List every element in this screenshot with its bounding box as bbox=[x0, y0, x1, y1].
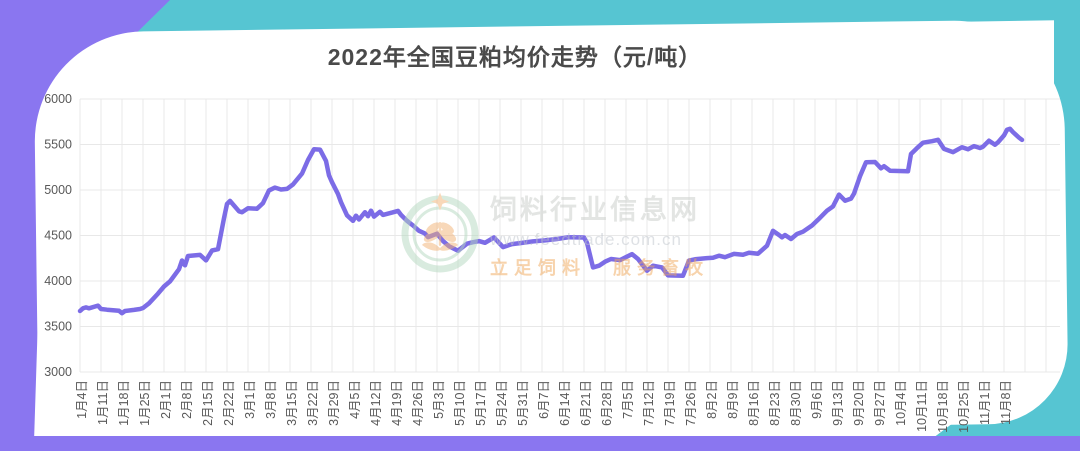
x-axis-tick-label: 8月23日 bbox=[768, 380, 782, 426]
x-axis-tick-label: 6月28日 bbox=[600, 380, 614, 426]
x-axis-tick-label: 3月22日 bbox=[306, 380, 320, 426]
x-axis-tick-label: 8月9日 bbox=[726, 380, 740, 419]
x-axis-tick-label: 4月12日 bbox=[369, 380, 383, 426]
x-axis-tick-label: 1月11日 bbox=[96, 380, 110, 425]
x-axis-tick-label: 2月1日 bbox=[159, 380, 173, 419]
x-axis-tick-label: 1月25日 bbox=[138, 380, 152, 426]
x-axis-tick-label: 8月16日 bbox=[747, 380, 761, 426]
x-axis-tick-label: 2月8日 bbox=[180, 380, 194, 419]
x-axis-tick-label: 1月4日 bbox=[75, 380, 89, 419]
y-axis-tick-label: 4500 bbox=[44, 229, 72, 243]
x-axis-tick-label: 3月8日 bbox=[264, 380, 278, 419]
x-axis-tick-label: 7月5日 bbox=[621, 380, 635, 419]
x-axis-tick-label: 9月6日 bbox=[810, 380, 824, 419]
x-axis-tick-label: 5月17日 bbox=[474, 380, 488, 426]
y-axis-tick-label: 4000 bbox=[44, 274, 72, 288]
x-axis-tick-label: 5月3日 bbox=[432, 380, 446, 419]
price-series-line bbox=[77, 126, 1025, 316]
chart-title: 2022年全国豆粕均价走势（元/吨） bbox=[327, 44, 703, 70]
x-axis-tick-label: 2月22日 bbox=[222, 380, 236, 426]
x-axis-tick-label: 8月30日 bbox=[789, 380, 803, 426]
x-axis-tick-label: 9月20日 bbox=[852, 380, 866, 426]
purple-bottom-band bbox=[0, 436, 1080, 451]
x-axis-tick-label: 6月7日 bbox=[537, 380, 551, 419]
x-axis-tick-label: 6月14日 bbox=[558, 380, 572, 426]
x-axis-tick-label: 4月5日 bbox=[348, 380, 362, 419]
x-axis-tick-label: 10月25日 bbox=[957, 380, 971, 433]
x-axis-tick-label: 5月10日 bbox=[453, 380, 467, 426]
x-axis-tick-label: 6月21日 bbox=[579, 380, 593, 426]
y-axis-tick-label: 6000 bbox=[44, 92, 72, 106]
x-axis-tick-label: 5月24日 bbox=[495, 380, 509, 426]
x-axis-tick-label: 9月27日 bbox=[873, 380, 887, 426]
x-axis-tick-label: 11月8日 bbox=[999, 380, 1013, 425]
y-axis-tick-label: 3500 bbox=[44, 320, 72, 334]
x-axis-tick-label: 5月31日 bbox=[516, 380, 530, 426]
x-axis-tick-label: 7月12日 bbox=[642, 380, 656, 426]
x-axis-tick-label: 4月26日 bbox=[411, 380, 425, 426]
x-axis-tick-label: 7月26日 bbox=[684, 380, 698, 426]
x-axis-tick-label: 1月18日 bbox=[117, 380, 131, 426]
x-axis-tick-label: 10月18日 bbox=[936, 380, 950, 433]
x-axis-tick-label: 7月19日 bbox=[663, 380, 677, 426]
y-axis-tick-label: 3000 bbox=[44, 365, 72, 379]
y-axis-tick-label: 5500 bbox=[44, 138, 72, 152]
x-axis-tick-label: 9月13日 bbox=[831, 380, 845, 426]
x-axis-tick-label: 11月1日 bbox=[978, 380, 992, 425]
y-axis-tick-label: 5000 bbox=[44, 183, 72, 197]
x-axis-tick-label: 4月19日 bbox=[390, 380, 404, 426]
x-axis-tick-label: 3月29日 bbox=[327, 380, 341, 426]
x-axis-tick-label: 8月2日 bbox=[705, 380, 719, 419]
x-axis-tick-label: 3月15日 bbox=[285, 380, 299, 426]
x-axis-tick-label: 10月4日 bbox=[894, 380, 908, 426]
x-axis-tick-label: 2月15日 bbox=[201, 380, 215, 426]
x-axis-tick-label: 10月11日 bbox=[915, 380, 929, 432]
x-axis-tick-label: 3月1日 bbox=[243, 380, 257, 419]
